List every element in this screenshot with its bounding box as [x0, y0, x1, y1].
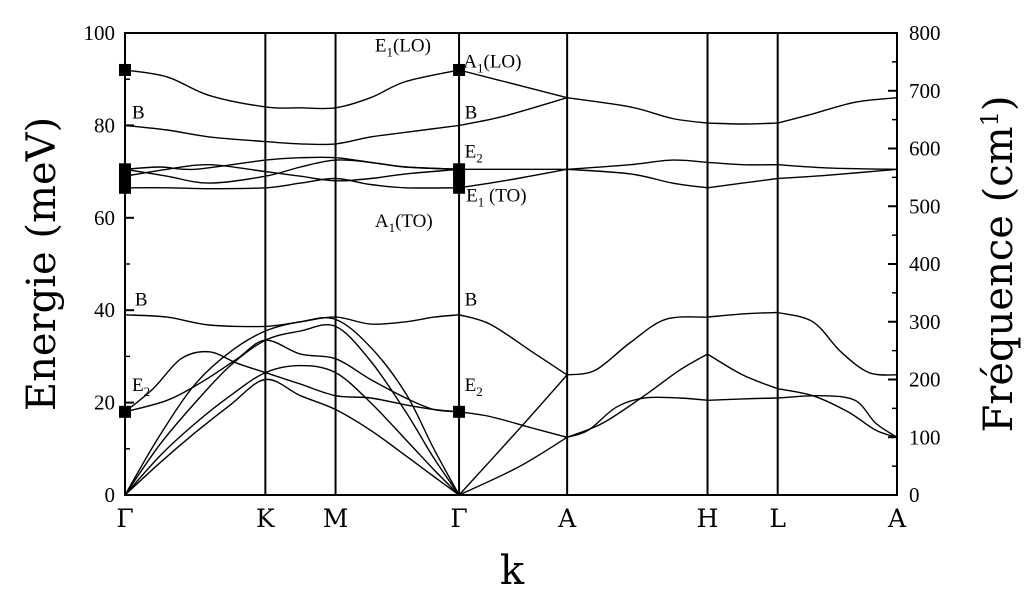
x-tick-label: A: [557, 504, 577, 533]
dispersion-branch: [124, 339, 460, 413]
y-tick-label: 100: [84, 21, 116, 45]
dispersion-branch: [124, 69, 460, 110]
y-right-tick-label: 0: [909, 483, 920, 507]
dispersion-branch: [566, 316, 708, 376]
x-tick-label: M: [323, 504, 349, 533]
mode-label: B: [465, 102, 478, 123]
x-tick-label: A: [887, 504, 907, 533]
mode-label: B: [465, 290, 478, 311]
dispersion-branch: [124, 350, 460, 413]
data-marker: [119, 170, 131, 183]
dispersion-branch: [124, 314, 460, 328]
data-marker: [119, 63, 131, 76]
x-tick-label: L: [769, 504, 786, 533]
dispersion-branch: [566, 353, 708, 438]
y-axis-right-title: Fréquence (cm1): [976, 96, 1022, 433]
y-tick-label: 80: [94, 113, 115, 137]
mode-label: A1(LO): [463, 52, 521, 76]
dispersion-branch: [777, 164, 898, 170]
dispersion-branch: [124, 323, 460, 496]
x-tick-label: Γ: [116, 504, 133, 533]
dispersion-branch: [777, 394, 898, 438]
dispersion-branch: [777, 168, 898, 180]
mode-label: A1(TO): [375, 211, 433, 235]
y-right-tick-label: 200: [909, 368, 941, 392]
dispersion-branch: [458, 436, 568, 496]
y-axis-title: Energie (meV): [19, 117, 65, 411]
data-marker: [119, 405, 131, 418]
dispersion-branch: [124, 177, 460, 190]
dispersion-branch: [124, 378, 460, 496]
dispersion-branch: [124, 159, 460, 184]
high-symmetry-lines: [264, 33, 779, 495]
dispersion-branch: [567, 97, 708, 124]
dispersion-branch: [707, 311, 778, 318]
data-marker: [453, 63, 466, 76]
mode-label: E2: [465, 142, 483, 166]
dispersion-branch: [777, 311, 898, 376]
y-right-tick-label: 600: [909, 137, 941, 161]
dispersion-branch: [458, 411, 568, 438]
y-tick-label: 40: [94, 298, 115, 322]
dispersion-branch: [124, 317, 460, 496]
dispersion-branch: [458, 314, 568, 376]
dispersion-branch: [566, 396, 708, 438]
dispersion-branch: [777, 388, 898, 438]
x-tick-label: H: [697, 504, 719, 533]
dispersion-branch: [707, 177, 778, 189]
dispersion-branch: [458, 374, 568, 496]
data-marker: [119, 181, 131, 194]
data-marker: [453, 405, 466, 418]
dispersion-branch: [567, 168, 708, 189]
dispersion-branch: [458, 168, 568, 189]
x-tick-label: Γ: [450, 504, 467, 533]
dispersion-branch: [458, 69, 568, 99]
y-right-tick-label: 300: [909, 310, 941, 334]
y-tick-label: 60: [94, 206, 115, 230]
dispersion-branch: [707, 122, 778, 125]
data-marker: [453, 170, 466, 183]
y-right-tick-label: 700: [909, 79, 941, 103]
dispersion-branch: [567, 159, 708, 170]
axis-ticks: Γ K M Γ A H L A02040608010001002003004005006007…: [84, 21, 941, 533]
dispersion-branch: [124, 156, 460, 171]
y-right-tick-label: 500: [909, 194, 941, 218]
y-right-tick-label: 400: [909, 252, 941, 276]
dispersion-branch: [124, 124, 460, 146]
y-tick-label: 20: [94, 391, 115, 415]
mode-label: B: [132, 102, 145, 123]
dispersion-branch: [777, 97, 898, 124]
x-axis-title: k: [500, 548, 525, 594]
dispersion-branch: [124, 364, 460, 496]
mode-label: E2: [465, 375, 483, 399]
y-right-tick-label: 800: [909, 21, 941, 45]
measured-points: [119, 63, 466, 418]
dispersion-branch: [707, 397, 778, 401]
dispersion-curves: [124, 69, 898, 496]
mode-label: B: [135, 290, 148, 311]
y-right-tick-label: 100: [909, 425, 941, 449]
dispersion-branch: [458, 97, 568, 127]
x-tick-label: K: [256, 504, 276, 533]
dispersion-branch: [707, 353, 778, 390]
dispersion-branch: [707, 161, 778, 166]
y-tick-label: 0: [105, 483, 116, 507]
mode-label: E1(LO): [375, 35, 431, 59]
mode-label: E1 (TO): [466, 186, 526, 210]
data-marker: [453, 181, 466, 194]
dispersion-branch: [124, 163, 460, 182]
mode-label: E2: [132, 375, 150, 399]
mode-annotations: B B E2 E1(LO) A1(LO) B E2 E1 (TO) A1(TO) B E2: [132, 35, 527, 399]
